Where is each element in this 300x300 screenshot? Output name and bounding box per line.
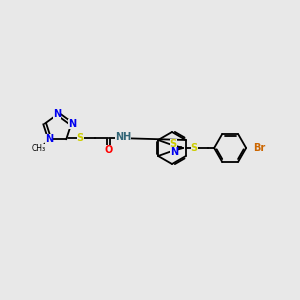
Text: Br: Br	[253, 143, 266, 153]
Text: N: N	[53, 109, 61, 119]
Text: NH: NH	[115, 132, 131, 142]
Text: CH₃: CH₃	[32, 144, 46, 153]
Text: S: S	[169, 139, 177, 149]
Text: N: N	[170, 147, 178, 157]
Text: N: N	[45, 134, 53, 144]
Text: O: O	[104, 145, 112, 155]
Text: S: S	[77, 133, 84, 143]
Text: N: N	[68, 119, 76, 129]
Text: S: S	[190, 143, 198, 153]
